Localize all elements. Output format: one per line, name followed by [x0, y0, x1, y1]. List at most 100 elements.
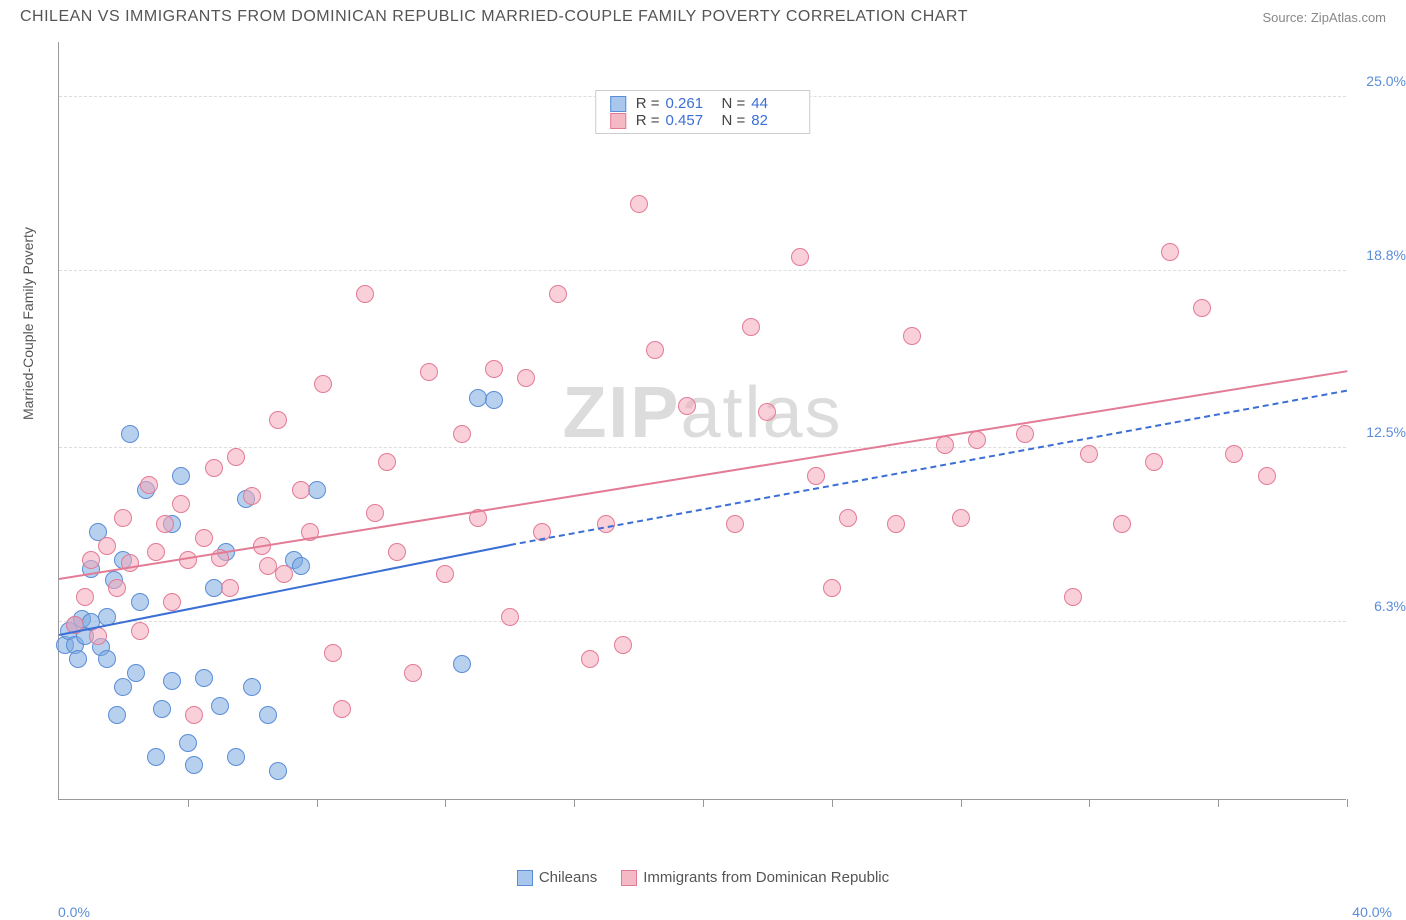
data-point-dominican: [243, 487, 261, 505]
data-point-dominican: [678, 397, 696, 415]
y-tick-label: 12.5%: [1366, 424, 1406, 440]
data-point-dominican: [1258, 467, 1276, 485]
data-point-dominican: [292, 481, 310, 499]
data-point-dominican: [646, 341, 664, 359]
data-point-dominican: [195, 529, 213, 547]
title-bar: CHILEAN VS IMMIGRANTS FROM DOMINICAN REP…: [0, 0, 1406, 36]
data-point-chileans: [195, 669, 213, 687]
x-tick: [832, 799, 833, 807]
data-point-dominican: [742, 318, 760, 336]
data-point-dominican: [147, 543, 165, 561]
data-point-dominican: [1225, 445, 1243, 463]
data-point-dominican: [179, 551, 197, 569]
data-point-chileans: [485, 391, 503, 409]
data-point-dominican: [82, 551, 100, 569]
data-point-dominican: [1161, 243, 1179, 261]
x-tick: [574, 799, 575, 807]
data-point-dominican: [140, 476, 158, 494]
data-point-chileans: [69, 650, 87, 668]
y-tick-label: 25.0%: [1366, 73, 1406, 89]
data-point-dominican: [185, 706, 203, 724]
data-point-chileans: [453, 655, 471, 673]
data-point-chileans: [211, 697, 229, 715]
data-point-chileans: [153, 700, 171, 718]
data-point-chileans: [269, 762, 287, 780]
data-point-dominican: [630, 195, 648, 213]
data-point-dominican: [952, 509, 970, 527]
n-label: N =: [722, 112, 746, 129]
y-axis-label: Married-Couple Family Poverty: [20, 227, 36, 420]
data-point-dominican: [1080, 445, 1098, 463]
legend-swatch: [610, 96, 626, 112]
data-point-dominican: [485, 360, 503, 378]
data-point-chileans: [147, 748, 165, 766]
n-value: 82: [751, 112, 795, 129]
r-label: R =: [636, 95, 660, 112]
legend-series: ChileansImmigrants from Dominican Republ…: [0, 869, 1406, 886]
x-tick: [1218, 799, 1219, 807]
data-point-dominican: [131, 622, 149, 640]
data-point-dominican: [378, 453, 396, 471]
data-point-chileans: [108, 706, 126, 724]
data-point-dominican: [388, 543, 406, 561]
trend-line-chileans-extended: [510, 390, 1348, 546]
data-point-dominican: [1193, 299, 1211, 317]
data-point-chileans: [259, 706, 277, 724]
y-tick-label: 18.8%: [1366, 247, 1406, 263]
n-value: 44: [751, 95, 795, 112]
trend-line-dominican: [59, 370, 1347, 580]
data-point-dominican: [163, 593, 181, 611]
data-point-dominican: [903, 327, 921, 345]
data-point-dominican: [108, 579, 126, 597]
data-point-dominican: [436, 565, 454, 583]
data-point-dominican: [887, 515, 905, 533]
data-point-chileans: [172, 467, 190, 485]
plot-canvas: [59, 42, 1346, 799]
data-point-chileans: [243, 678, 261, 696]
data-point-dominican: [98, 537, 116, 555]
data-point-dominican: [1113, 515, 1131, 533]
data-point-dominican: [968, 431, 986, 449]
data-point-dominican: [1064, 588, 1082, 606]
x-tick: [961, 799, 962, 807]
data-point-dominican: [839, 509, 857, 527]
data-point-dominican: [156, 515, 174, 533]
data-point-dominican: [205, 459, 223, 477]
y-tick-label: 6.3%: [1374, 598, 1406, 614]
data-point-chileans: [114, 678, 132, 696]
data-point-chileans: [308, 481, 326, 499]
data-point-chileans: [131, 593, 149, 611]
data-point-dominican: [269, 411, 287, 429]
data-point-dominican: [758, 403, 776, 421]
data-point-dominican: [76, 588, 94, 606]
legend-correlation-row: R = 0.457 N = 82: [610, 112, 796, 129]
r-label: R =: [636, 112, 660, 129]
n-label: N =: [722, 95, 746, 112]
x-axis-end: 40.0%: [1352, 904, 1392, 920]
data-point-dominican: [549, 285, 567, 303]
data-point-dominican: [314, 375, 332, 393]
x-tick: [188, 799, 189, 807]
data-point-dominican: [581, 650, 599, 668]
chart-area: ZIPatlas R =0.261N =44R =0.457N =82 6.3%…: [58, 42, 1346, 800]
legend-correlation-row: R = 0.261 N = 44: [610, 95, 796, 112]
source-label: Source: ZipAtlas.com: [1262, 10, 1386, 25]
data-point-dominican: [791, 248, 809, 266]
data-point-dominican: [807, 467, 825, 485]
r-value: 0.261: [666, 95, 710, 112]
data-point-chileans: [185, 756, 203, 774]
data-point-chileans: [163, 672, 181, 690]
legend-series-item: Chileans: [517, 869, 597, 886]
data-point-dominican: [333, 700, 351, 718]
r-value: 0.457: [666, 112, 710, 129]
data-point-dominican: [501, 608, 519, 626]
data-point-dominican: [366, 504, 384, 522]
data-point-dominican: [172, 495, 190, 513]
data-point-dominican: [221, 579, 239, 597]
x-tick: [703, 799, 704, 807]
x-tick: [317, 799, 318, 807]
data-point-dominican: [1145, 453, 1163, 471]
data-point-chileans: [179, 734, 197, 752]
data-point-chileans: [227, 748, 245, 766]
data-point-dominican: [936, 436, 954, 454]
